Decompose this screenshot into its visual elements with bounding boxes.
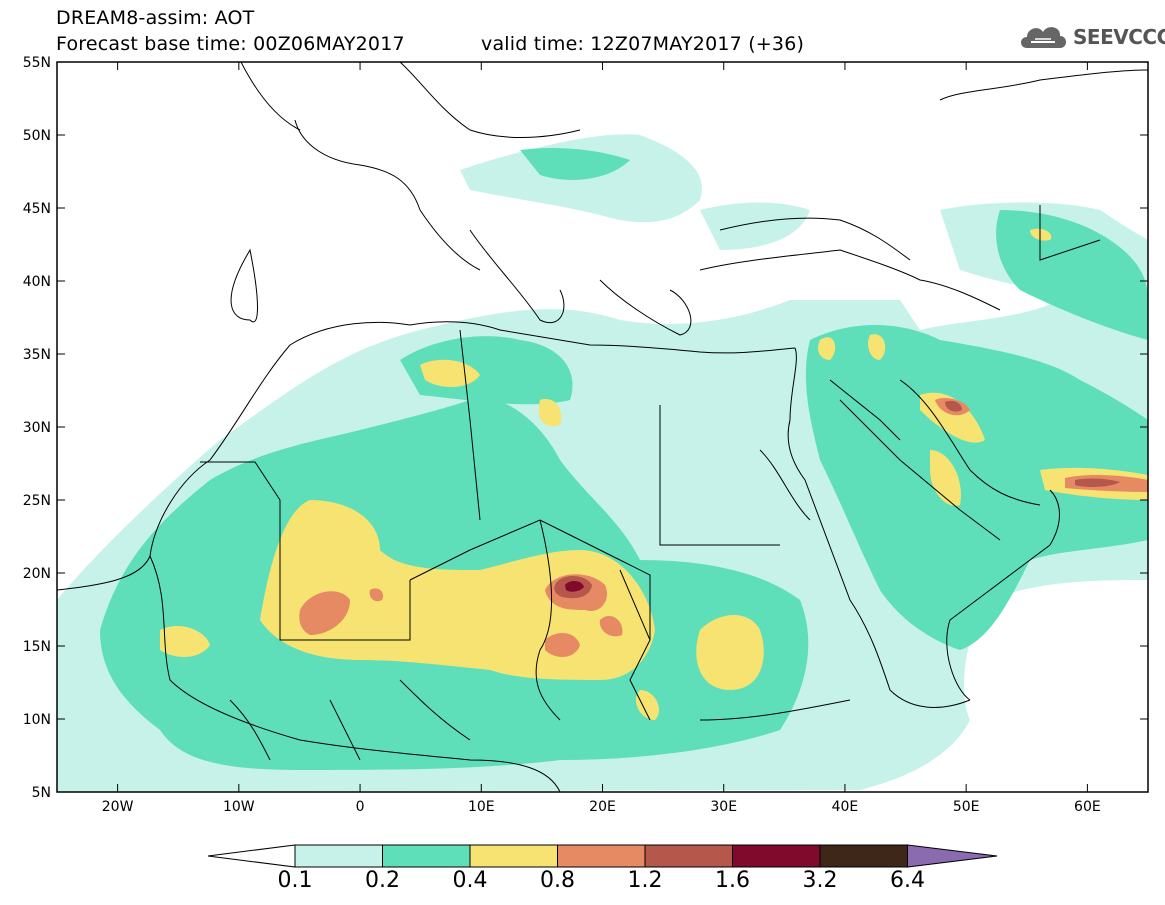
lat-label: 20N — [23, 566, 51, 582]
lat-label: 50N — [23, 128, 51, 144]
colorbar-swatch — [469, 844, 558, 868]
aot-band-1.6 — [565, 581, 584, 592]
aot-band-1.2 — [554, 400, 1120, 599]
valid-time: valid time: 12Z07MAY2017 (+36) — [481, 33, 805, 55]
colorbar-swatch — [557, 844, 646, 868]
colorbar-level-label: 3.2 — [802, 868, 838, 893]
lon-label: 10E — [468, 799, 495, 815]
lat-label: 45N — [23, 201, 51, 217]
map-title: DREAM8-assim: AOT — [56, 7, 255, 29]
lat-label: 55N — [23, 55, 51, 71]
colorbar-swatch — [819, 844, 908, 868]
colorbar-level-label: 0.8 — [540, 868, 575, 893]
cloud-icon — [1021, 27, 1066, 48]
latitude-axis: 55N 50N 45N 40N 35N 30N 25N 20N 15N 10N 5N — [23, 55, 1148, 801]
lat-label: 15N — [23, 639, 51, 655]
colorbar-swatch — [382, 844, 471, 868]
lat-label: 10N — [23, 712, 51, 728]
colorbar-level-label: 0.2 — [365, 868, 400, 893]
colorbar-swatch — [644, 844, 733, 868]
lon-label: 60E — [1074, 799, 1101, 815]
lon-label: 0 — [356, 799, 365, 815]
lon-label: 50E — [953, 799, 980, 815]
colorbar-swatch — [294, 844, 383, 868]
seevccc-logo: SEEVCCC — [1017, 20, 1165, 54]
forecast-base-time: Forecast base time: 00Z06MAY2017 — [56, 33, 405, 55]
colorbar-high-arrow — [907, 844, 998, 868]
colorbar-low-arrow — [207, 844, 296, 868]
colorbar-swatch — [732, 844, 821, 868]
colorbar-level-label: 0.4 — [452, 868, 488, 893]
logo-text: SEEVCCC — [1073, 25, 1165, 49]
lat-label: 5N — [32, 785, 51, 801]
coastlines-borders — [57, 62, 1148, 792]
colorbar-level-label: 1.2 — [627, 868, 663, 893]
longitude-axis: 20W 10W 0 10E 20E 30E 40E 50E 60E — [102, 62, 1101, 815]
lon-label: 30E — [710, 799, 737, 815]
lon-label: 20E — [589, 799, 616, 815]
lon-label: 10W — [223, 799, 255, 815]
aot-field — [57, 62, 1148, 792]
colorbar-level-label: 6.4 — [890, 868, 925, 893]
lon-label: 40E — [832, 799, 859, 815]
colorbar-level-label: 0.1 — [277, 868, 313, 893]
lat-label: 40N — [23, 274, 51, 290]
lat-label: 35N — [23, 347, 51, 363]
colorbar-level-label: 1.6 — [715, 868, 750, 893]
lat-label: 30N — [23, 420, 51, 436]
lon-label: 20W — [102, 799, 134, 815]
lat-label: 25N — [23, 493, 51, 509]
